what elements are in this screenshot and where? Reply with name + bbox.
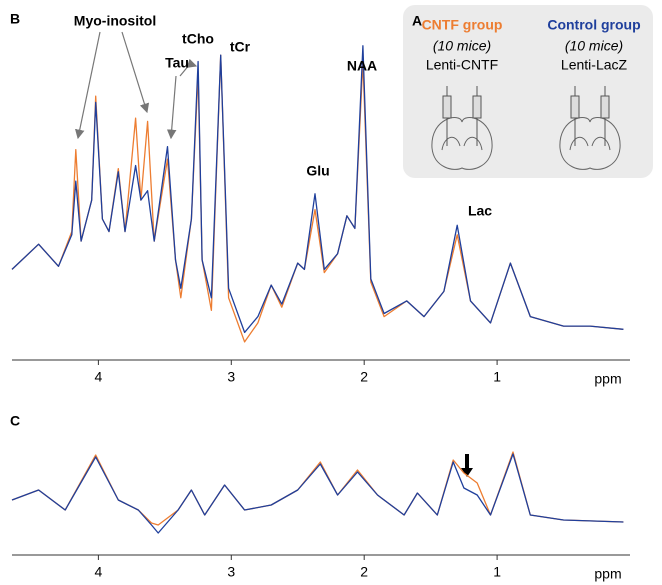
spectrum-line bbox=[11, 45, 624, 334]
peak-label: Glu bbox=[306, 163, 329, 179]
x-tick-label: 3 bbox=[227, 564, 235, 580]
x-axis-label: ppm bbox=[594, 566, 621, 582]
brain-drawings bbox=[431, 86, 621, 170]
peak-label: tCr bbox=[230, 39, 251, 55]
annotation-arrows bbox=[75, 31, 198, 140]
x-tick-label: 1 bbox=[493, 369, 501, 385]
panel-label: B bbox=[10, 11, 20, 27]
arrow-marker bbox=[461, 454, 473, 477]
peak-label: Lac bbox=[468, 203, 492, 219]
x-tick-label: 2 bbox=[360, 564, 368, 580]
panel-label: C bbox=[10, 413, 20, 429]
x-tick-label: 3 bbox=[227, 369, 235, 385]
legend-vector: Lenti-CNTF bbox=[426, 57, 498, 73]
peak-label: NAA bbox=[347, 58, 377, 74]
x-tick-label: 4 bbox=[94, 369, 102, 385]
legend-panel-label: A bbox=[412, 13, 422, 29]
spectrum-line bbox=[11, 451, 624, 526]
legend-entry: CNTF group bbox=[422, 17, 503, 33]
x-tick-label: 4 bbox=[94, 564, 102, 580]
peak-label: tCho bbox=[182, 31, 214, 47]
spectrum-line bbox=[11, 453, 624, 534]
legend-subtitle: (10 mice) bbox=[433, 38, 491, 54]
legend-entry: Control group bbox=[547, 17, 640, 33]
x-axis-label: ppm bbox=[594, 371, 621, 387]
peak-label: Myo-inositol bbox=[74, 13, 156, 29]
legend-subtitle: (10 mice) bbox=[565, 38, 623, 54]
legend-box bbox=[403, 5, 653, 178]
peak-label: Tau bbox=[165, 55, 189, 71]
x-tick-label: 1 bbox=[493, 564, 501, 580]
x-tick-label: 2 bbox=[360, 369, 368, 385]
legend-vector: Lenti-LacZ bbox=[561, 57, 628, 73]
